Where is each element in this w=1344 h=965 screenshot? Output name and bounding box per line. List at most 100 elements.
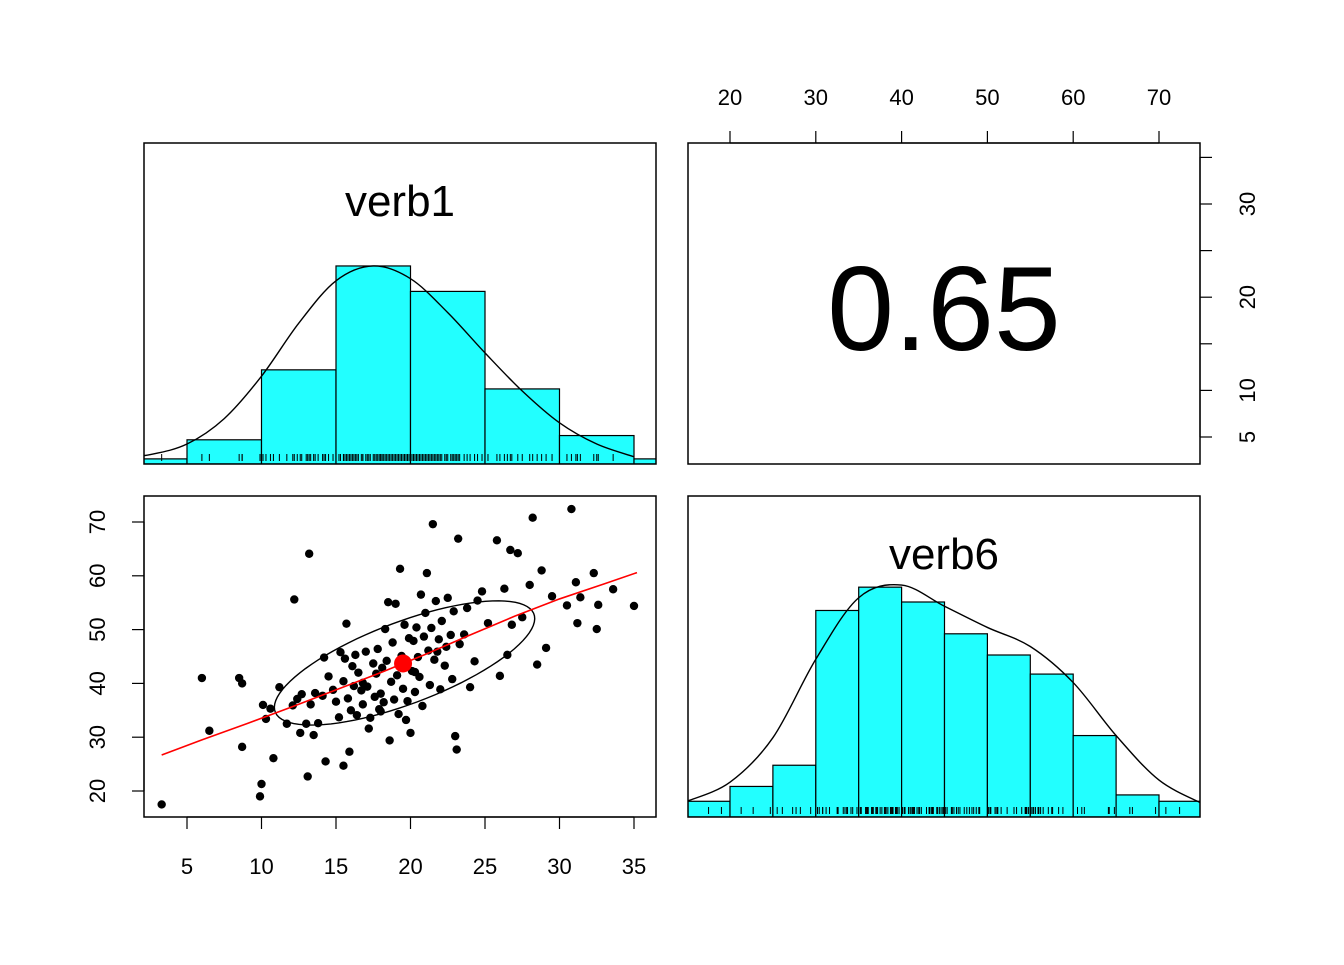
- y-tick-label: 10: [1235, 378, 1260, 402]
- scatter-point: [340, 654, 350, 663]
- scatter-point: [324, 672, 333, 681]
- scatter-point: [303, 772, 312, 781]
- histogram-bar-verb6-bar: [772, 764, 817, 817]
- scatter-point: [576, 593, 585, 602]
- scatter-point: [437, 616, 446, 626]
- scatter-point: [452, 745, 461, 754]
- scatter-point: [462, 603, 472, 613]
- histogram-panel-verb1: verb1: [143, 142, 657, 465]
- x-tick-label: 30: [547, 854, 571, 879]
- scatter-point: [525, 580, 534, 590]
- scatter-point: [428, 519, 438, 529]
- x-tick-label: 20: [718, 85, 742, 110]
- rug-verb6: [708, 807, 1181, 814]
- scatter-point: [403, 696, 412, 706]
- y-tick-label: 70: [85, 510, 110, 534]
- correlation-panel: 0.65: [687, 142, 1201, 465]
- scatter-point: [506, 545, 515, 555]
- panel-frame: [687, 495, 1201, 818]
- scatter-point: [518, 613, 527, 622]
- scatter-point: [321, 757, 330, 766]
- histogram-bars-verb6: [688, 586, 1200, 817]
- scatter-point: [547, 592, 557, 601]
- rug-verb1: [161, 454, 635, 461]
- scatter-point: [567, 504, 576, 514]
- scatter-point: [361, 647, 370, 656]
- x-axis-verb1: 5 10 15 20 25 30 35: [181, 816, 646, 879]
- scatter-point: [425, 680, 435, 690]
- histogram-bar-verb1-bar: [335, 265, 412, 464]
- scatter-point: [448, 674, 457, 684]
- histogram-bar-verb6-bar: [986, 654, 1031, 817]
- scatter-point: [594, 600, 603, 610]
- scatter-point: [348, 661, 357, 671]
- scatter-point: [237, 679, 247, 688]
- x-tick-label: 15: [324, 854, 348, 879]
- scatter-point: [373, 644, 382, 654]
- scatter-point: [385, 736, 394, 745]
- scatter-panel: [143, 495, 657, 818]
- scatter-point: [571, 578, 581, 587]
- scatter-point: [382, 656, 391, 666]
- scatter-point: [352, 710, 362, 720]
- scatter-point: [395, 564, 405, 574]
- scatter-point: [431, 596, 441, 606]
- scatter-point: [258, 700, 268, 710]
- scatter-point: [410, 667, 420, 677]
- y-tick-label: 30: [1235, 192, 1260, 216]
- scatter-point: [507, 620, 517, 629]
- scatter-point: [354, 668, 363, 677]
- scatter-point: [409, 636, 418, 646]
- scatter-point: [351, 650, 360, 660]
- scatter-point: [257, 779, 266, 789]
- density-curve-verb6: [688, 583, 1200, 804]
- x-tick-label: 10: [249, 854, 273, 879]
- scatter-point: [302, 719, 311, 728]
- scatter-point: [443, 593, 452, 603]
- histogram-bar-verb6-bar: [1115, 794, 1160, 817]
- scatter-points: [157, 504, 639, 809]
- scatter-point: [290, 595, 299, 604]
- scatter-point: [573, 618, 582, 628]
- scatter-point: [255, 792, 265, 801]
- scatter-point: [528, 513, 537, 522]
- scatter-point: [398, 684, 408, 693]
- scatter-point: [418, 701, 427, 711]
- scatter-point: [473, 596, 482, 605]
- scatter-point: [410, 687, 420, 697]
- x-tick-label: 25: [473, 854, 497, 879]
- x-tick-label: 5: [181, 854, 193, 879]
- y-tick-label: 5: [1235, 431, 1260, 443]
- scatter-point: [451, 731, 460, 741]
- histogram-bar-verb6-bar: [858, 586, 903, 817]
- scatter-point: [416, 590, 426, 599]
- scatter-point: [562, 601, 572, 610]
- histogram-bar-verb6-bar: [729, 785, 774, 817]
- histogram-bar-verb6-bar: [943, 633, 989, 817]
- scatter-point: [500, 584, 509, 593]
- histogram-bars-verb1: [144, 265, 656, 464]
- scatter-point: [297, 689, 306, 699]
- scatter-point: [440, 661, 449, 670]
- scatter-point: [197, 673, 207, 683]
- scatter-point: [269, 753, 278, 763]
- scatter-point: [400, 620, 409, 629]
- histogram-bar-verb6-bar: [900, 601, 946, 817]
- scatter-point: [379, 698, 388, 707]
- histogram-bar-verb1-bar: [144, 458, 188, 464]
- y-tick-label: 50: [85, 617, 110, 641]
- scatter-point: [608, 585, 618, 594]
- scatter-point: [483, 618, 493, 628]
- y-tick-label: 20: [85, 779, 110, 803]
- y-tick-label: 20: [1235, 285, 1260, 309]
- x-axis-verb6-top: 20 30 40 50 60 70: [718, 85, 1171, 144]
- scatter-point: [532, 660, 542, 669]
- scatter-point: [394, 709, 403, 719]
- centroid-point: [394, 654, 413, 673]
- density-curve-verb1: [144, 265, 635, 458]
- histogram-bar-verb6-bar: [1072, 734, 1117, 817]
- scatter-point: [376, 689, 385, 698]
- scatter-point: [592, 624, 601, 634]
- scatter-point: [401, 715, 411, 725]
- scatter-point: [345, 747, 354, 756]
